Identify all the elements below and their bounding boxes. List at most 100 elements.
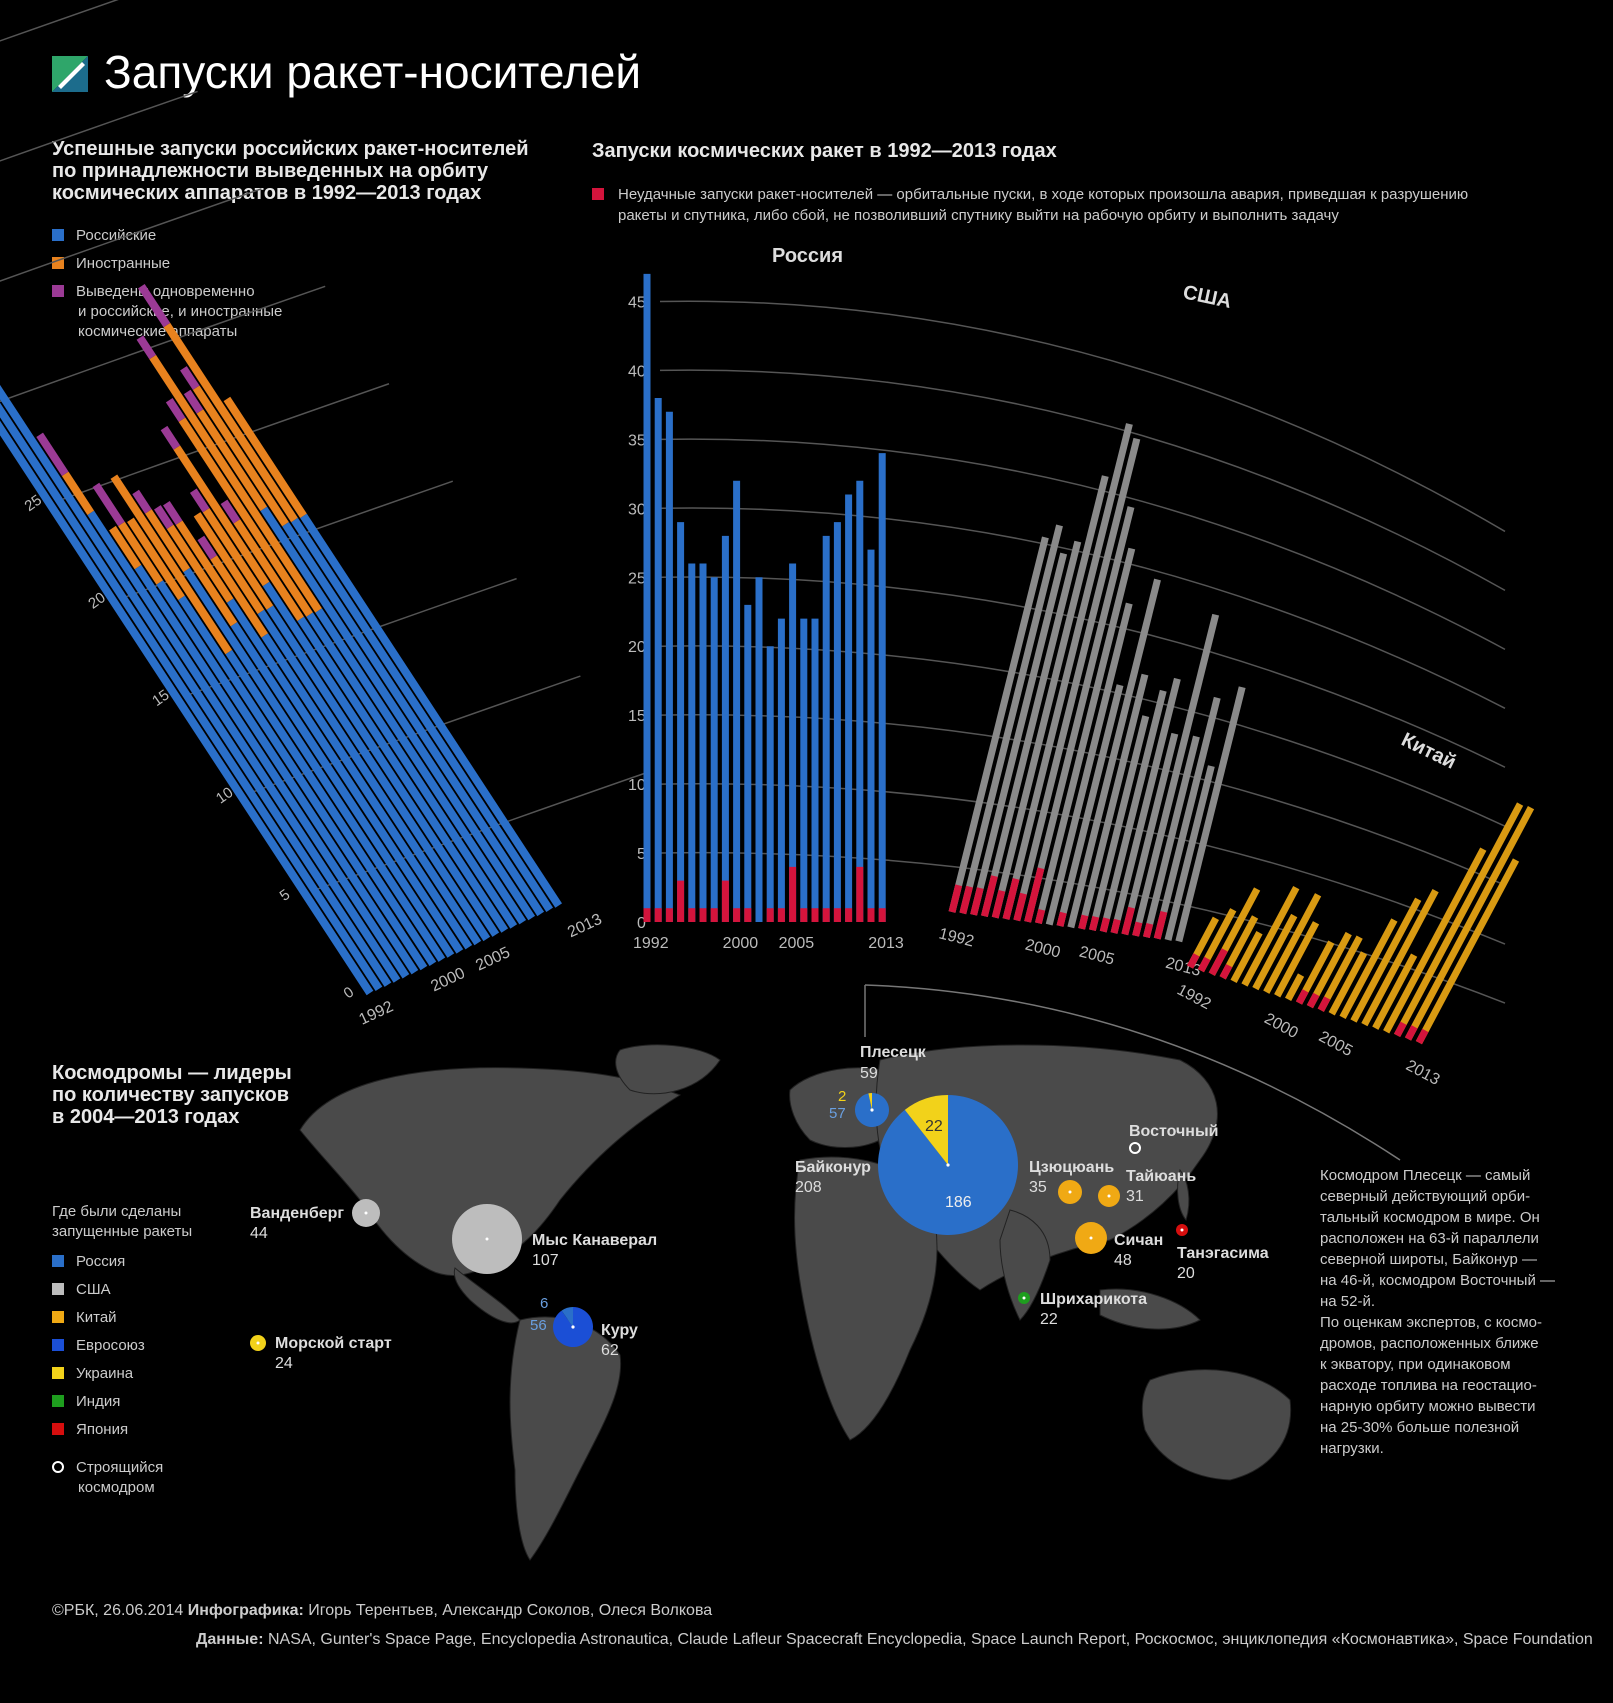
- note-line: северный действующий орби-: [1320, 1188, 1531, 1205]
- note-line: на 52-й.: [1320, 1293, 1376, 1310]
- bar-segment: [189, 488, 210, 513]
- spaceport-bubble: [1018, 1292, 1030, 1304]
- axis-tick-label: 5: [277, 886, 294, 905]
- bar-segment: [163, 322, 298, 523]
- legend-label: США: [76, 1281, 111, 1298]
- axis-tick-label: 25: [22, 492, 45, 515]
- spaceport-name: Морской старт: [275, 1335, 392, 1352]
- failure-bar: [1219, 963, 1233, 980]
- gridline: [659, 507, 1506, 709]
- legend-label: Индия: [76, 1393, 121, 1410]
- pie-label: 56: [530, 1317, 547, 1334]
- bar-segment: [92, 482, 125, 527]
- bar-segment: [266, 605, 491, 942]
- bar-segment: [230, 622, 455, 958]
- legend-label: Выведены одновременно: [76, 283, 255, 300]
- map-legend-item: Украина: [52, 1364, 192, 1384]
- legend-swatch: [52, 1283, 64, 1295]
- rbc-logo: [52, 56, 88, 92]
- bar-segment: [87, 510, 401, 983]
- map-legend-item: Россия: [52, 1252, 192, 1272]
- year-label: 1992: [357, 998, 397, 1028]
- axis-tick-label: 35: [628, 432, 646, 449]
- failure-bar: [1208, 948, 1228, 976]
- year-label: 1992: [937, 925, 976, 950]
- landmass: [794, 1156, 938, 1441]
- spaceport-total: 22: [1040, 1311, 1058, 1328]
- bar: [1263, 893, 1322, 994]
- bar-segment: [233, 519, 304, 621]
- bar: [1024, 506, 1135, 923]
- landmass: [299, 1067, 682, 1276]
- failure-bar: [1295, 989, 1309, 1005]
- legend-label: Япония: [76, 1421, 129, 1438]
- year-label: 2013: [868, 935, 904, 952]
- legend-building: Строящийся: [52, 1458, 192, 1478]
- bar: [959, 524, 1063, 915]
- note-line: нагрузки.: [1320, 1440, 1384, 1457]
- legend-building-line2: космодром: [78, 1479, 155, 1496]
- year-label: 2005: [1077, 944, 1116, 969]
- failure-note: Неудачные запуски ракет-носителей — орби…: [592, 184, 1582, 226]
- world-map: Плесецк 59 Байконур 208 Восточный Цзюцюань 35 Т…: [250, 1044, 1292, 1561]
- note-line: Космодром Плесецк — самый: [1320, 1167, 1531, 1184]
- gridline: [659, 783, 1506, 945]
- failure-bar: [981, 875, 998, 918]
- bar-segment: [196, 409, 268, 512]
- pie-slice: [868, 1093, 872, 1110]
- legend-swatch: [52, 229, 64, 241]
- landmass: [1141, 1369, 1292, 1481]
- axis-tick-label: 20: [85, 589, 108, 612]
- failure-bar: [1394, 1021, 1407, 1038]
- gridline: [659, 851, 1506, 1004]
- landmass: [789, 1067, 910, 1148]
- map-title: Космодромы — лидеры по количеству запуск…: [52, 1062, 292, 1128]
- spaceport-bubble: [1176, 1224, 1188, 1236]
- note-line: на 46-й, космодром Восточный —: [1320, 1272, 1555, 1289]
- year-label: 2005: [1316, 1028, 1355, 1060]
- legend-swatch: [52, 1423, 64, 1435]
- spaceport-name: Танэгасима: [1177, 1245, 1269, 1262]
- bubble-center: [1107, 1194, 1111, 1198]
- bar: [991, 475, 1109, 919]
- bar: [1067, 578, 1161, 929]
- failure-bar: [1078, 914, 1089, 930]
- legend-swatch: [52, 285, 64, 297]
- bar-segment: [180, 366, 200, 390]
- bar-segment: [173, 445, 270, 587]
- bar: [1241, 885, 1300, 987]
- building-marker: [52, 1461, 64, 1473]
- bar-segment: [291, 517, 554, 912]
- bar-segment: [202, 507, 274, 610]
- bar: [948, 536, 1049, 913]
- failure-bar: [991, 889, 1006, 919]
- bar-segment: [132, 489, 152, 514]
- failure-bar: [1099, 917, 1110, 933]
- spaceport-total: 20: [1177, 1265, 1195, 1282]
- bar-segment: [261, 633, 473, 950]
- bar: [1121, 732, 1179, 936]
- gridline: [188, 577, 517, 696]
- axis-tick-label: 30: [628, 501, 646, 518]
- legend-label: Россия: [76, 1253, 126, 1270]
- bar: [1350, 897, 1422, 1023]
- legend-label: Российские: [76, 227, 157, 244]
- bubble-center: [1068, 1190, 1072, 1194]
- gridline: [124, 480, 454, 598]
- bar: [1383, 847, 1487, 1034]
- data-sources: NASA, Gunter's Space Page, Encyclopedia …: [267, 1631, 1593, 1648]
- bar-segment: [154, 505, 174, 529]
- failure-bar: [1089, 915, 1100, 932]
- legend-swatch: [52, 1367, 64, 1379]
- bar: [981, 540, 1082, 918]
- spaceport-total: 107: [532, 1252, 559, 1269]
- bubble-center: [364, 1211, 368, 1215]
- spaceport-name: Куру: [601, 1322, 638, 1339]
- failure-bar: [948, 884, 963, 913]
- bar: [1372, 953, 1418, 1030]
- failure-bar: [959, 885, 973, 915]
- legend-swatch: [52, 1339, 64, 1351]
- note-line: северной широты, Байконур —: [1320, 1251, 1538, 1268]
- axis-tick-label: 40: [628, 363, 646, 380]
